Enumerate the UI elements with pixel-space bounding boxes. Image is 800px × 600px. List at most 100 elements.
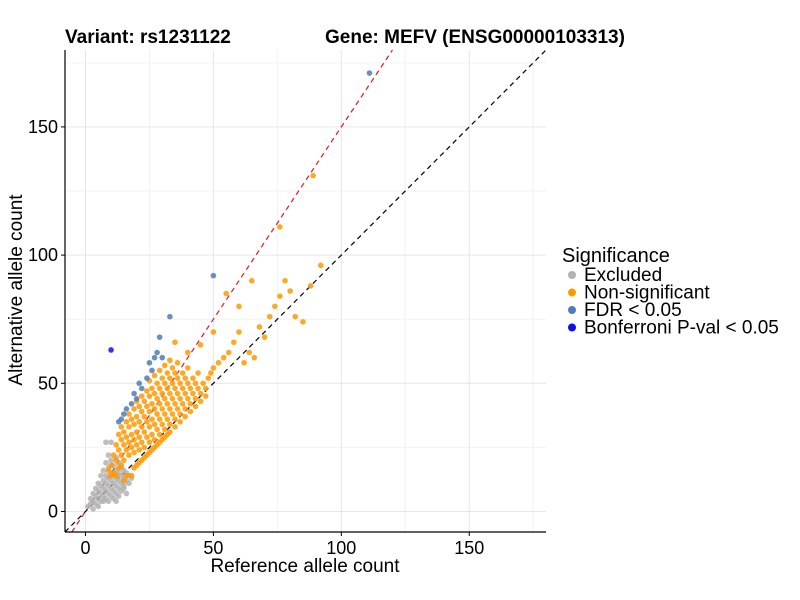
data-point <box>118 436 125 443</box>
grid <box>65 50 546 532</box>
data-point <box>210 329 217 335</box>
data-point <box>277 293 283 299</box>
data-point <box>187 408 194 415</box>
data-point <box>277 224 283 230</box>
data-point <box>172 424 178 430</box>
data-point <box>138 385 145 392</box>
data-point <box>192 380 199 387</box>
data-point <box>115 431 122 438</box>
legend-marker <box>568 323 576 332</box>
data-point <box>141 444 148 451</box>
data-point <box>123 434 130 440</box>
data-point <box>95 503 102 510</box>
data-point <box>202 393 209 399</box>
data-point <box>300 318 306 325</box>
data-point <box>128 444 135 451</box>
data-point <box>146 393 153 399</box>
data-point <box>256 324 263 330</box>
data-point <box>202 385 209 392</box>
data-point <box>121 429 127 435</box>
data-point <box>108 347 114 353</box>
x-tick-label: 0 <box>80 538 90 558</box>
data-point <box>136 434 142 440</box>
data-point <box>133 413 140 420</box>
data-point <box>131 406 137 412</box>
data-point <box>177 380 183 387</box>
data-point <box>156 401 163 407</box>
data-point <box>167 313 173 320</box>
data-point <box>169 411 176 417</box>
data-point <box>151 372 158 379</box>
data-point <box>123 472 130 479</box>
plot-area: 0 50 100 150 0 50 100 150 <box>28 49 547 558</box>
data-point <box>187 385 194 392</box>
data-point <box>167 421 173 428</box>
tick-labels: 0 50 100 150 0 50 100 150 <box>28 117 484 558</box>
data-point <box>197 390 204 397</box>
data-point <box>108 457 114 464</box>
data-point <box>159 354 166 361</box>
data-point <box>151 406 158 412</box>
data-point <box>113 442 119 448</box>
data-point <box>123 447 130 453</box>
legend-item: FDR < 0.05 <box>568 300 682 321</box>
data-point <box>197 342 204 348</box>
data-point <box>172 385 178 392</box>
data-point <box>177 411 183 417</box>
data-point <box>131 390 137 397</box>
data-point <box>287 288 293 294</box>
data-point <box>110 452 117 458</box>
data-point <box>154 380 160 387</box>
data-point <box>156 385 163 392</box>
data-point <box>128 431 135 438</box>
data-point <box>197 398 204 405</box>
data-point <box>108 472 114 479</box>
data-point <box>146 449 153 456</box>
data-point <box>123 490 130 497</box>
data-point <box>251 354 258 361</box>
y-tick-label: 50 <box>38 373 58 393</box>
reference-lines <box>64 49 547 533</box>
data-point <box>190 375 196 381</box>
y-tick-label: 100 <box>28 245 58 265</box>
data-point <box>210 272 217 279</box>
data-point <box>182 390 189 397</box>
data-point <box>138 439 145 446</box>
data-point <box>182 375 189 381</box>
data-point <box>113 498 119 505</box>
data-point <box>195 385 201 392</box>
data-point <box>282 277 288 284</box>
data-point <box>185 349 191 356</box>
data-point <box>146 359 153 366</box>
data-point <box>126 439 132 446</box>
data-point <box>105 498 112 505</box>
data-point <box>161 395 168 402</box>
data-point <box>126 424 132 430</box>
data-point <box>179 385 186 392</box>
data-point <box>146 439 153 446</box>
data-point <box>208 370 214 376</box>
data-point <box>248 277 255 284</box>
data-point <box>115 447 122 453</box>
data-point <box>169 395 176 402</box>
data-point <box>215 359 222 366</box>
data-point <box>128 416 135 422</box>
legend-item: Bonferroni P-val < 0.05 <box>568 318 779 339</box>
data-point <box>161 362 168 369</box>
data-point <box>151 390 158 397</box>
reference-line-fitted <box>71 49 393 533</box>
data-point <box>177 395 183 402</box>
data-point <box>121 442 127 448</box>
data-point <box>159 421 166 428</box>
data-point <box>161 411 168 417</box>
data-point <box>149 401 155 407</box>
data-point <box>154 426 160 433</box>
data-point <box>174 375 181 381</box>
data-point <box>103 439 109 446</box>
data-point <box>182 413 189 420</box>
data-point <box>187 401 194 407</box>
data-points <box>85 70 373 512</box>
data-point <box>113 472 119 479</box>
data-point <box>167 390 173 397</box>
